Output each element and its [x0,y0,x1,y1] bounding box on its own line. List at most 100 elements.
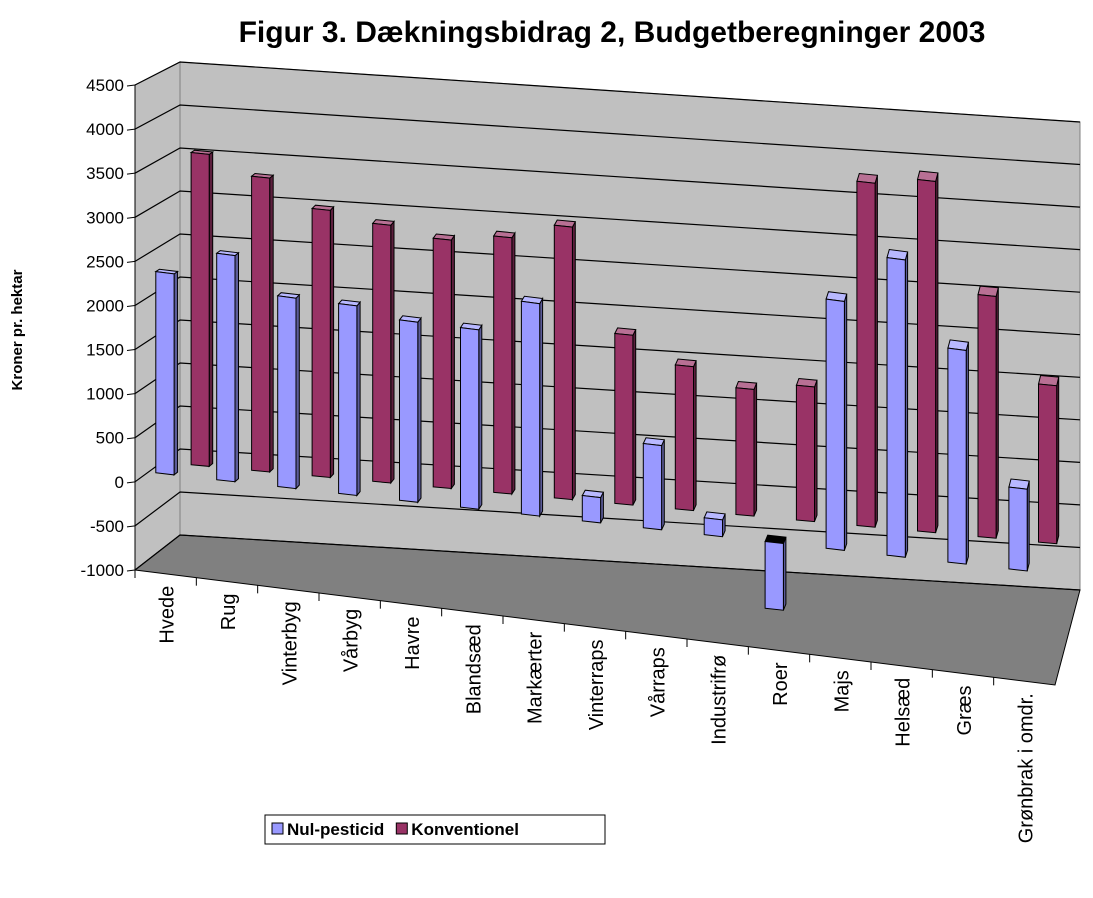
y-tick-label: 2500 [86,252,124,271]
bar-front [372,222,392,484]
bar [1037,374,1060,545]
y-tick [126,525,136,528]
y-tick-label: 4000 [86,120,124,139]
x-tick-label: Vårraps [647,647,669,717]
y-tick-label: 0 [115,473,124,492]
x-tick-label: Vinterbyg [279,601,301,685]
x-tick-label: Majs [831,670,853,712]
x-tick-label: Græs [954,686,976,736]
grid-line [134,491,1081,549]
x-tick-label: Grønbrak i omdr. [1015,693,1037,843]
x-tick-label: Blandsæd [463,624,485,714]
legend-swatch [271,822,284,835]
y-tick [126,84,136,87]
y-tick-label: 2000 [86,296,124,315]
chart-title: Figur 3. Dækningsbidrag 2, Budgetberegni… [239,16,986,49]
bar-front [917,178,937,534]
y-tick-label: 4500 [86,76,124,95]
y-tick [126,260,136,263]
bar [310,204,335,479]
bar-front [947,347,967,565]
bar [764,534,787,611]
bar [735,380,758,517]
bar-front [1038,383,1058,545]
grid-line [134,276,1081,336]
legend-label: Nul-pesticid [287,820,384,839]
bar [520,295,544,518]
x-tick-label: Rug [218,594,240,631]
grid-line [134,319,1081,378]
bar-front [155,271,175,476]
x-tick-label: Havre [402,617,424,670]
grid-line [134,233,1081,293]
legend-label: Konventionel [411,820,519,839]
bar-side [208,151,214,468]
bar-front [190,151,210,467]
y-tick-label: -500 [90,517,124,536]
grid-line [134,362,1081,421]
bar-front [493,235,513,495]
bar-front [553,224,573,501]
bar-front [311,207,331,479]
bar-front [1008,486,1028,572]
grid-line [134,104,1081,166]
y-tick [126,128,136,131]
bar-front [338,303,358,497]
bar-front [251,175,271,473]
x-tick-label: Industrifrø [709,655,731,745]
grid-line [134,147,1081,208]
bar [398,315,422,504]
x-tick-label: Markærter [525,631,547,724]
bar [856,172,879,528]
bar-front [674,364,694,512]
bar-front [764,540,784,611]
y-tick-label: 500 [96,429,124,448]
bar [916,170,939,534]
bar-front [460,327,480,510]
bar [154,268,179,476]
bar [276,292,301,490]
bar-front [642,442,663,531]
bar-front [856,180,876,528]
grid-line [134,448,1081,506]
bar [459,322,483,511]
bar-front [825,298,845,551]
y-tick [126,437,136,440]
grid-line [134,61,1081,123]
y-tick-label: 3500 [86,164,124,183]
bar [250,172,275,474]
bar-side [234,251,239,483]
bar [189,149,215,468]
y-axis-label: Kroner pr. hektar [9,269,26,390]
y-tick [126,349,136,352]
bar-front [581,494,602,524]
bar [492,230,516,496]
bar [795,377,818,523]
bar-front [216,252,236,483]
y-tick [126,393,136,396]
bar-front [886,257,906,558]
y-tick [126,304,136,307]
x-tick-label: Hvede [157,586,179,644]
bar [432,233,456,491]
bar-front [614,332,634,506]
bar-front [795,384,815,523]
bar-front [977,294,997,539]
bar [371,219,395,485]
bar [825,291,848,551]
x-tick-label: Vårbyg [341,609,363,672]
x-tick-label: Vinterraps [586,640,608,731]
y-tick-label: 3000 [86,208,124,227]
bar [215,250,240,483]
bar [553,219,577,502]
legend: Nul-pesticid Konventionel [264,814,606,845]
bar-front [735,387,755,517]
x-tick-label: Roer [770,662,792,706]
grid-line [134,190,1081,251]
bar-side [173,270,179,476]
grid-line [134,405,1081,463]
y-tick [126,481,136,484]
bar [642,437,666,531]
bar [977,285,999,539]
